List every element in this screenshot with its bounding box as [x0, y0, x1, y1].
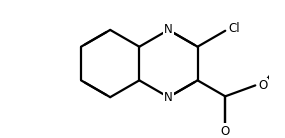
Text: N: N [164, 23, 173, 36]
Text: O: O [221, 125, 230, 138]
Text: N: N [164, 91, 173, 104]
Text: O: O [258, 79, 267, 92]
Text: Cl: Cl [229, 22, 241, 35]
